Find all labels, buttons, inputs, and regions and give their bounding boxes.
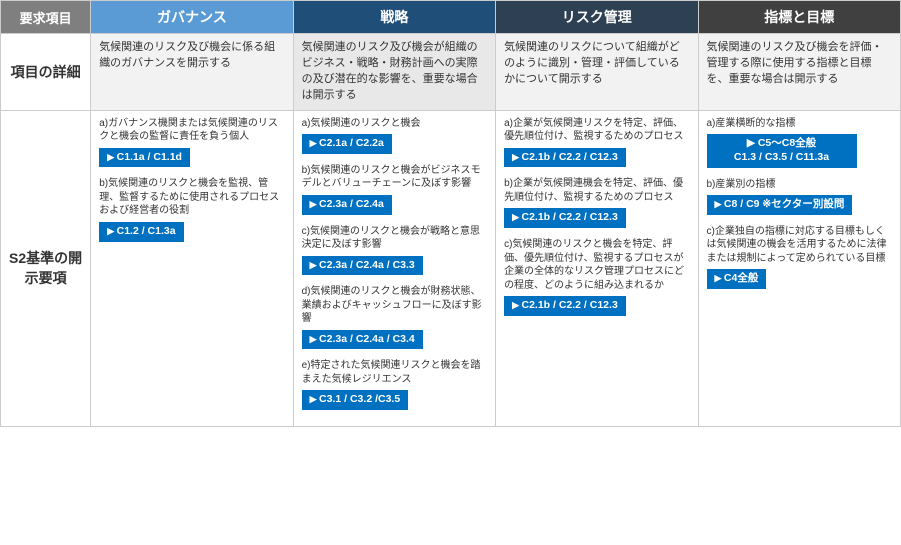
item-text: e)特定された気候関連リスクと機会を踏まえた気候レジリエンス (302, 359, 487, 386)
reference-tag: C2.1b / C2.2 / C12.3 (504, 296, 626, 316)
disclosure-item: a)産業横断的な指標 ▶ C5～C8全般C1.3 / C3.5 / C11.3a (707, 117, 893, 168)
detail-metrics: 気候関連のリスク及び機会を評価・管理する際に使用する指標と目標を、重要な場合は開… (698, 34, 901, 111)
detail-governance: 気候関連のリスク及び機会に係る組織のガバナンスを開示する (91, 34, 293, 111)
disclosure-item: b)企業が気候関連機会を特定、評価、優先順位付け、監視するためのプロセス C2.1… (504, 177, 689, 228)
items-row: S2基準の開示要項 a)ガバナンス機関または気候関連のリスクと機会の監督に責任を… (1, 110, 901, 426)
item-text: a)企業が気候関連リスクを特定、評価、優先順位付け、監視するためのプロセス (504, 117, 689, 144)
reference-tag: C1.2 / C1.3a (99, 222, 183, 242)
reference-tag: C8 / C9 ※セクター別設問 (707, 195, 853, 215)
header-risk: リスク管理 (496, 1, 698, 34)
disclosure-item: a)ガバナンス機関または気候関連のリスクと機会の監督に責任を負う個人 C1.1a … (99, 117, 284, 168)
row1-label: 項目の詳細 (1, 34, 91, 111)
items-metrics: a)産業横断的な指標 ▶ C5～C8全般C1.3 / C3.5 / C11.3a b… (698, 110, 901, 426)
disclosure-item: a)企業が気候関連リスクを特定、評価、優先順位付け、監視するためのプロセス C2.… (504, 117, 689, 168)
item-text: a)産業横断的な指標 (707, 117, 893, 131)
item-text: c)気候関連のリスクと機会が戦略と意思決定に及ぼす影響 (302, 225, 487, 252)
row2-label: S2基準の開示要項 (1, 110, 91, 426)
disclosure-item: b)気候関連のリスクと機会がビジネスモデルとバリューチェーンに及ぼす影響 C2.3… (302, 164, 487, 215)
item-text: b)企業が気候関連機会を特定、評価、優先順位付け、監視するためのプロセス (504, 177, 689, 204)
header-governance: ガバナンス (91, 1, 293, 34)
item-text: a)ガバナンス機関または気候関連のリスクと機会の監督に責任を負う個人 (99, 117, 284, 144)
reference-tag: C2.3a / C2.4a / C3.3 (302, 256, 423, 276)
item-text: c)気候関連のリスクと機会を特定、評価、優先順位付け、監視するプロセスが企業の全… (504, 238, 689, 292)
disclosure-item: b)産業別の指標 C8 / C9 ※セクター別設問 (707, 178, 893, 215)
item-text: a)気候関連のリスクと機会 (302, 117, 487, 131)
header-row: 要求項目 ガバナンス 戦略 リスク管理 指標と目標 (1, 1, 901, 34)
detail-row: 項目の詳細 気候関連のリスク及び機会に係る組織のガバナンスを開示する 気候関連の… (1, 34, 901, 111)
reference-tag: C2.1b / C2.2 / C12.3 (504, 208, 626, 228)
item-text: b)気候関連のリスクと機会を監視、管理、監督するために使用されるプロセスおよび経… (99, 177, 284, 218)
disclosure-item: c)気候関連のリスクと機会を特定、評価、優先順位付け、監視するプロセスが企業の全… (504, 238, 689, 316)
reference-tag: C3.1 / C3.2 /C3.5 (302, 390, 409, 410)
header-metrics: 指標と目標 (698, 1, 901, 34)
reference-tag: C2.3a / C2.4a / C3.4 (302, 330, 423, 350)
reference-tag: ▶ C5～C8全般C1.3 / C3.5 / C11.3a (707, 134, 857, 167)
item-text: b)産業別の指標 (707, 178, 893, 192)
disclosure-item: e)特定された気候関連リスクと機会を踏まえた気候レジリエンス C3.1 / C3.… (302, 359, 487, 410)
items-strategy: a)気候関連のリスクと機会 C2.1a / C2.2a b)気候関連のリスクと機会が… (293, 110, 495, 426)
reference-tag: C4全般 (707, 269, 767, 289)
reference-tag: C2.1a / C2.2a (302, 134, 392, 154)
disclosure-table: 要求項目 ガバナンス 戦略 リスク管理 指標と目標 項目の詳細 気候関連のリスク… (0, 0, 901, 427)
disclosure-item: c)気候関連のリスクと機会が戦略と意思決定に及ぼす影響 C2.3a / C2.4a… (302, 225, 487, 276)
reference-tag: C2.1b / C2.2 / C12.3 (504, 148, 626, 168)
disclosure-item: a)気候関連のリスクと機会 C2.1a / C2.2a (302, 117, 487, 154)
item-text: b)気候関連のリスクと機会がビジネスモデルとバリューチェーンに及ぼす影響 (302, 164, 487, 191)
items-risk: a)企業が気候関連リスクを特定、評価、優先順位付け、監視するためのプロセス C2.… (496, 110, 698, 426)
disclosure-item: c)企業独自の指標に対応する目標もしくは気候関連の機会を活用するために法律または… (707, 225, 893, 289)
items-governance: a)ガバナンス機関または気候関連のリスクと機会の監督に責任を負う個人 C1.1a … (91, 110, 293, 426)
header-corner: 要求項目 (1, 1, 91, 34)
detail-strategy: 気候関連のリスク及び機会が組織のビジネス・戦略・財務計画への実際の及び潜在的な影… (293, 34, 495, 111)
reference-tag: C1.1a / C1.1d (99, 148, 190, 168)
detail-risk: 気候関連のリスクについて組織がどのように識別・管理・評価しているかについて開示す… (496, 34, 698, 111)
header-strategy: 戦略 (293, 1, 495, 34)
item-text: c)企業独自の指標に対応する目標もしくは気候関連の機会を活用するために法律または… (707, 225, 893, 266)
disclosure-item: d)気候関連のリスクと機会が財務状態、業績およびキャッシュフローに及ぼす影響 C2… (302, 285, 487, 349)
item-text: d)気候関連のリスクと機会が財務状態、業績およびキャッシュフローに及ぼす影響 (302, 285, 487, 326)
disclosure-item: b)気候関連のリスクと機会を監視、管理、監督するために使用されるプロセスおよび経… (99, 177, 284, 241)
reference-tag: C2.3a / C2.4a (302, 195, 392, 215)
